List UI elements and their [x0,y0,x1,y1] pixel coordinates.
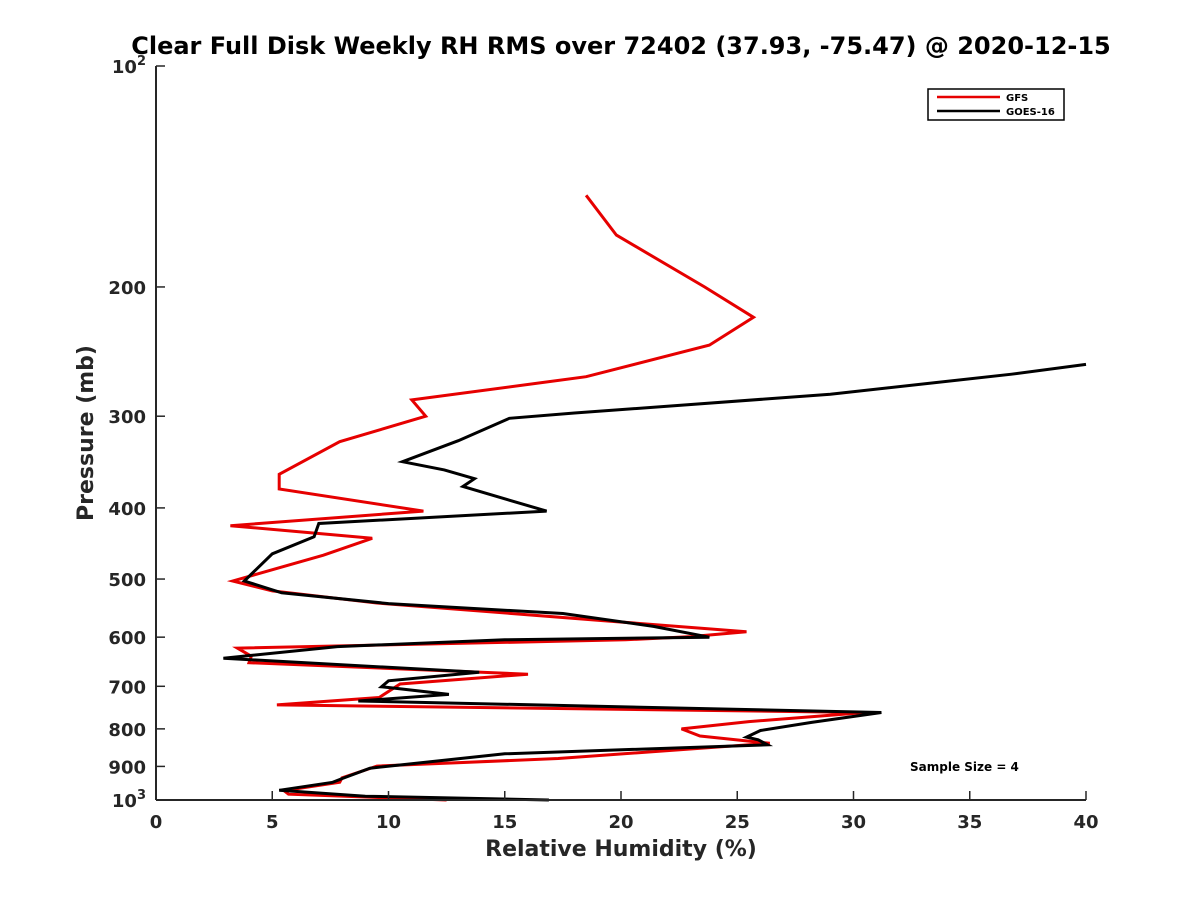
y-tick-label: 500 [108,570,146,591]
x-tick-label: 0 [150,812,163,833]
chart-title: Clear Full Disk Weekly RH RMS over 72402… [131,32,1111,60]
y-axis-label: Pressure (mb) [74,345,99,521]
y-tick-label: 200 [108,278,146,299]
x-axis-ticks: 0 5 10 15 20 25 30 35 40 [150,791,1099,833]
y-tick-label: 700 [108,677,146,698]
y-tick-label: 400 [108,499,146,520]
y-tick-label: 900 [108,757,146,778]
x-axis-label: Relative Humidity (%) [485,837,757,862]
plot-area [223,194,1087,802]
x-tick-label: 5 [266,812,279,833]
legend: GFS GOES-16 [927,88,1065,121]
legend-goes-label: GOES-16 [1006,107,1055,118]
x-tick-label: 15 [492,812,517,833]
x-tick-label: 40 [1073,812,1098,833]
x-tick-label: 20 [608,812,633,833]
y-tick-label: 800 [108,720,146,741]
legend-box [927,88,1065,121]
legend-gfs-label: GFS [1006,93,1028,104]
sample-size-annotation: Sample Size = 4 [910,760,1019,774]
y-tick-label: 300 [108,407,146,428]
goes-16-series-line [223,362,1087,802]
x-tick-label: 25 [725,812,750,833]
y-tick-label: 102 [112,54,146,78]
y-tick-label: 600 [108,628,146,649]
x-tick-label: 10 [376,812,401,833]
x-tick-label: 30 [841,812,866,833]
x-tick-label: 35 [957,812,982,833]
y-tick-label: 103 [112,788,146,812]
y-axis-ticks: 102 200 300 400 500 600 700 800 900 103 [108,54,165,812]
